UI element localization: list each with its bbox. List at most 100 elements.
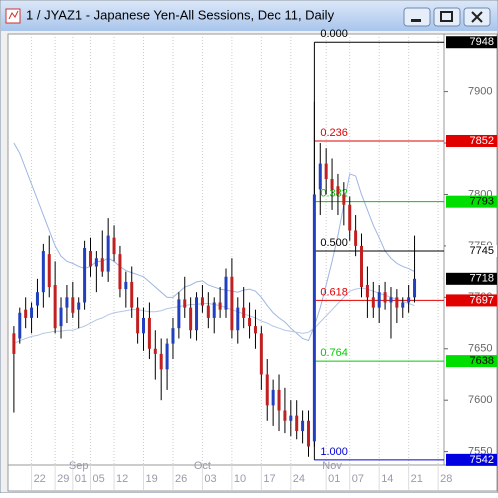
fib-level-label: 0.764 xyxy=(320,347,348,359)
x-tick-label: 07 xyxy=(352,473,364,485)
candle-body xyxy=(47,254,51,288)
candle-body xyxy=(18,312,22,339)
candle-body xyxy=(253,326,257,334)
x-tick-label: 21 xyxy=(411,473,423,485)
candle-body xyxy=(24,309,28,318)
date-axis xyxy=(7,464,498,492)
candle-body xyxy=(153,348,157,354)
candle-body xyxy=(136,307,140,334)
price-tag-label: 7542 xyxy=(470,454,494,466)
restore-button[interactable] xyxy=(433,7,461,27)
candle-body xyxy=(330,179,334,190)
candle-body xyxy=(41,251,45,293)
candle-body xyxy=(130,281,134,308)
candle-body xyxy=(230,276,234,331)
candle-body xyxy=(336,186,340,195)
x-tick-label: 22 xyxy=(34,473,46,485)
candle-body xyxy=(354,230,358,246)
price-tag-label: 7638 xyxy=(470,355,494,367)
candle-body xyxy=(189,307,193,331)
candle-body xyxy=(318,163,322,190)
price-tag xyxy=(446,134,497,147)
candle-body xyxy=(165,343,169,370)
candle-body xyxy=(224,276,228,310)
close-glyph xyxy=(471,11,483,23)
price-tag-label: 7745 xyxy=(470,245,494,257)
candle-body xyxy=(248,317,252,327)
plot-area xyxy=(7,33,445,466)
candle-body xyxy=(271,389,275,406)
fib-level-label: 0.236 xyxy=(320,127,348,139)
x-tick-label: 19 xyxy=(146,473,158,485)
candle-body xyxy=(159,353,163,370)
candle-body xyxy=(65,297,69,308)
price-tag-label: 7718 xyxy=(470,273,494,285)
candle-body xyxy=(177,299,181,329)
y-tick-label: 7900 xyxy=(468,86,492,98)
candle-body xyxy=(124,281,128,290)
price-tag xyxy=(446,195,497,208)
candle-body xyxy=(265,374,269,406)
price-tag xyxy=(446,294,497,307)
x-tick-label: 28 xyxy=(440,473,452,485)
candle-body xyxy=(371,297,375,308)
price-tag-label: 7697 xyxy=(470,294,494,306)
candle-body xyxy=(112,237,116,255)
candle-body xyxy=(88,251,92,267)
candle-body xyxy=(94,258,98,267)
candle-body xyxy=(236,307,240,331)
candle-body xyxy=(383,292,387,303)
candle-body xyxy=(283,410,287,421)
price-tag xyxy=(446,36,497,49)
price-tag-label: 7948 xyxy=(470,36,494,48)
candle-body xyxy=(171,328,175,344)
candle-body xyxy=(395,297,399,308)
x-tick-label: 24 xyxy=(293,473,305,485)
candle-body xyxy=(106,235,110,272)
price-tag xyxy=(446,272,497,285)
x-tick-label: 01 xyxy=(75,473,87,485)
x-tick-label: 03 xyxy=(204,473,216,485)
candle-body xyxy=(324,163,328,180)
candle-body xyxy=(377,292,381,308)
fib-level-label: 0.000 xyxy=(320,28,348,40)
candle-body xyxy=(30,307,34,318)
candle-body xyxy=(183,299,187,308)
candle-body xyxy=(312,194,316,442)
window-title: 1 / JYAZ1 - Japanese Yen-All Sessions, D… xyxy=(26,7,335,22)
candle-body xyxy=(71,297,75,313)
candle-body xyxy=(206,305,210,318)
window-buttons[interactable] xyxy=(403,7,491,27)
candle-body xyxy=(212,302,216,318)
x-tick-label: 17 xyxy=(263,473,275,485)
minimize-button[interactable] xyxy=(403,7,431,27)
candle-body xyxy=(348,204,352,231)
candle-body xyxy=(277,389,281,411)
x-tick-label: 05 xyxy=(92,473,104,485)
fib-level-label: 1.000 xyxy=(320,446,348,458)
x-tick-label: 12 xyxy=(116,473,128,485)
plot-layer: 22 29 01 05 12 19 26 03 10 17 24 01 07 14 21 28 Sep Oct No… xyxy=(12,28,497,490)
candle-body xyxy=(118,254,122,290)
moving-average-line xyxy=(13,142,415,342)
candle-body xyxy=(259,333,263,375)
candle-body xyxy=(12,333,16,354)
candle-body xyxy=(83,247,87,303)
candle-body xyxy=(142,317,146,334)
price-tag xyxy=(446,453,497,466)
fib-level-label: 0.618 xyxy=(320,286,348,298)
candle-body xyxy=(342,194,346,205)
fib-level-label: 0.382 xyxy=(320,188,348,200)
candle-body xyxy=(242,307,246,318)
month-label: Oct xyxy=(194,460,211,472)
candle-body xyxy=(53,284,57,329)
y-tick-label: 7600 xyxy=(468,394,492,406)
candle-body xyxy=(289,415,293,421)
y-tick-label: 7650 xyxy=(468,343,492,355)
x-tick-label: 26 xyxy=(175,473,187,485)
month-label: Sep xyxy=(69,460,89,472)
price-tag xyxy=(446,355,497,368)
fib-level-label: 0.500 xyxy=(320,237,348,249)
app-icon-glyph xyxy=(8,10,19,20)
